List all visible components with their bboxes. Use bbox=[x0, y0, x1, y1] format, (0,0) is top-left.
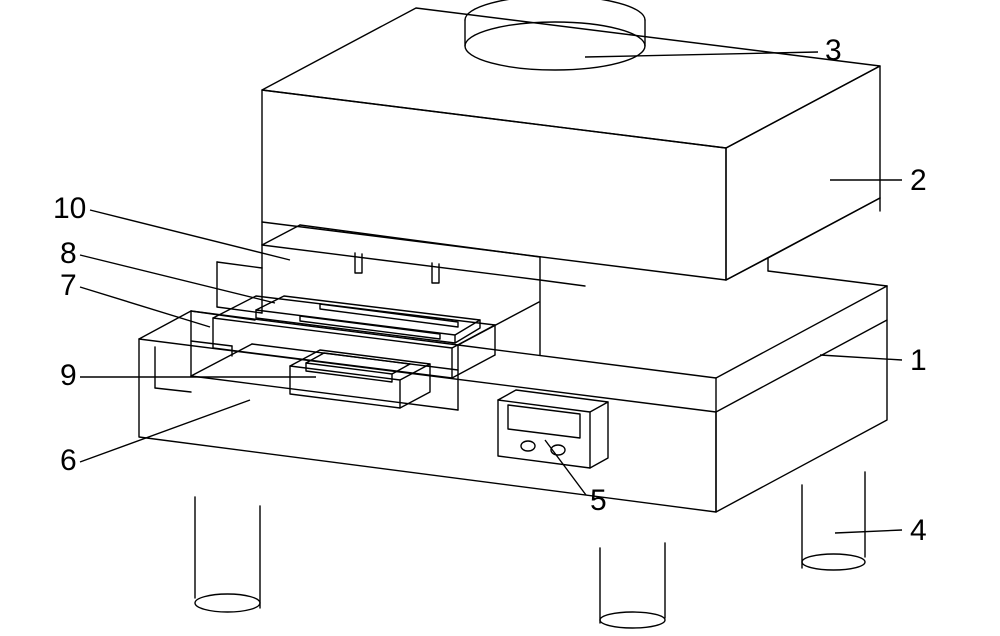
leader-line-6 bbox=[80, 400, 250, 462]
leader-line-4 bbox=[835, 530, 902, 533]
leader-line-5 bbox=[545, 440, 586, 495]
label-7: 7 bbox=[60, 269, 77, 302]
leader-line-7 bbox=[80, 287, 210, 327]
label-6: 6 bbox=[60, 444, 77, 477]
leader-line-10 bbox=[90, 210, 290, 260]
label-1: 1 bbox=[910, 344, 927, 377]
label-2: 2 bbox=[910, 164, 927, 197]
leader-line-1 bbox=[820, 355, 902, 360]
label-5: 5 bbox=[590, 484, 607, 517]
label-10: 10 bbox=[53, 192, 86, 225]
label-3: 3 bbox=[825, 34, 842, 67]
technical-diagram: 1 2 3 4 5 6 78 9 10 bbox=[0, 0, 1000, 636]
label-9: 9 bbox=[60, 359, 77, 392]
label-4: 4 bbox=[910, 514, 927, 547]
label-8: 8 bbox=[60, 237, 77, 270]
